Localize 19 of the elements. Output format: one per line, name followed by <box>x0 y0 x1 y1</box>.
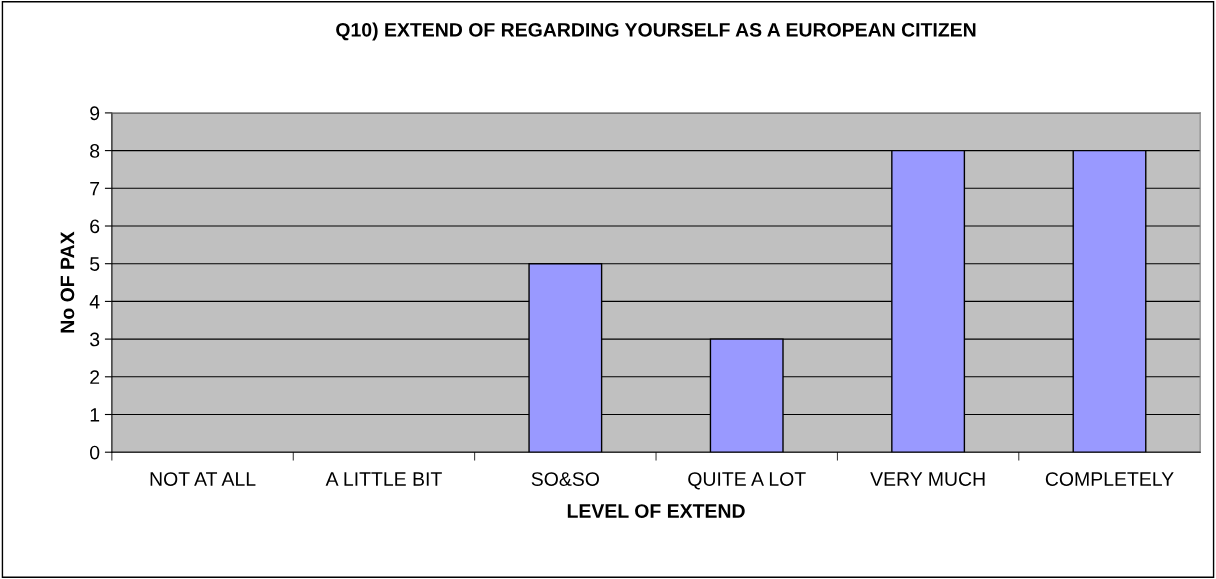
y-tick-label: 4 <box>89 295 100 309</box>
y-tick-label: 7 <box>90 181 100 196</box>
y-tick-label: 8 <box>90 144 100 158</box>
x-axis-title: LEVEL OF EXTEND <box>567 504 745 518</box>
y-tick-label: 6 <box>90 219 100 234</box>
y-tick-label: 9 <box>90 106 100 121</box>
x-tick-label: VERY MUCH <box>870 472 985 486</box>
y-tick-label: 2 <box>90 370 100 384</box>
y-tick-label: 5 <box>90 257 100 271</box>
x-tick-label: NOT AT ALL <box>150 472 256 486</box>
x-tick-label: A LITTLE BIT <box>325 472 442 486</box>
x-tick-label: SO&SO <box>531 472 599 486</box>
y-tick-label: 1 <box>90 408 100 422</box>
y-axis-title: No OF PAX <box>60 231 75 333</box>
y-tick-label: 3 <box>89 332 100 347</box>
y-tick-label: 0 <box>90 445 100 460</box>
x-tick-label: QUITE A LOT <box>688 472 806 490</box>
chart-title: Q10) EXTEND OF REGARDING YOURSELF AS A EUROPEAN CITIZEN <box>336 22 976 41</box>
x-tick-label: COMPLETELY <box>1045 472 1174 486</box>
